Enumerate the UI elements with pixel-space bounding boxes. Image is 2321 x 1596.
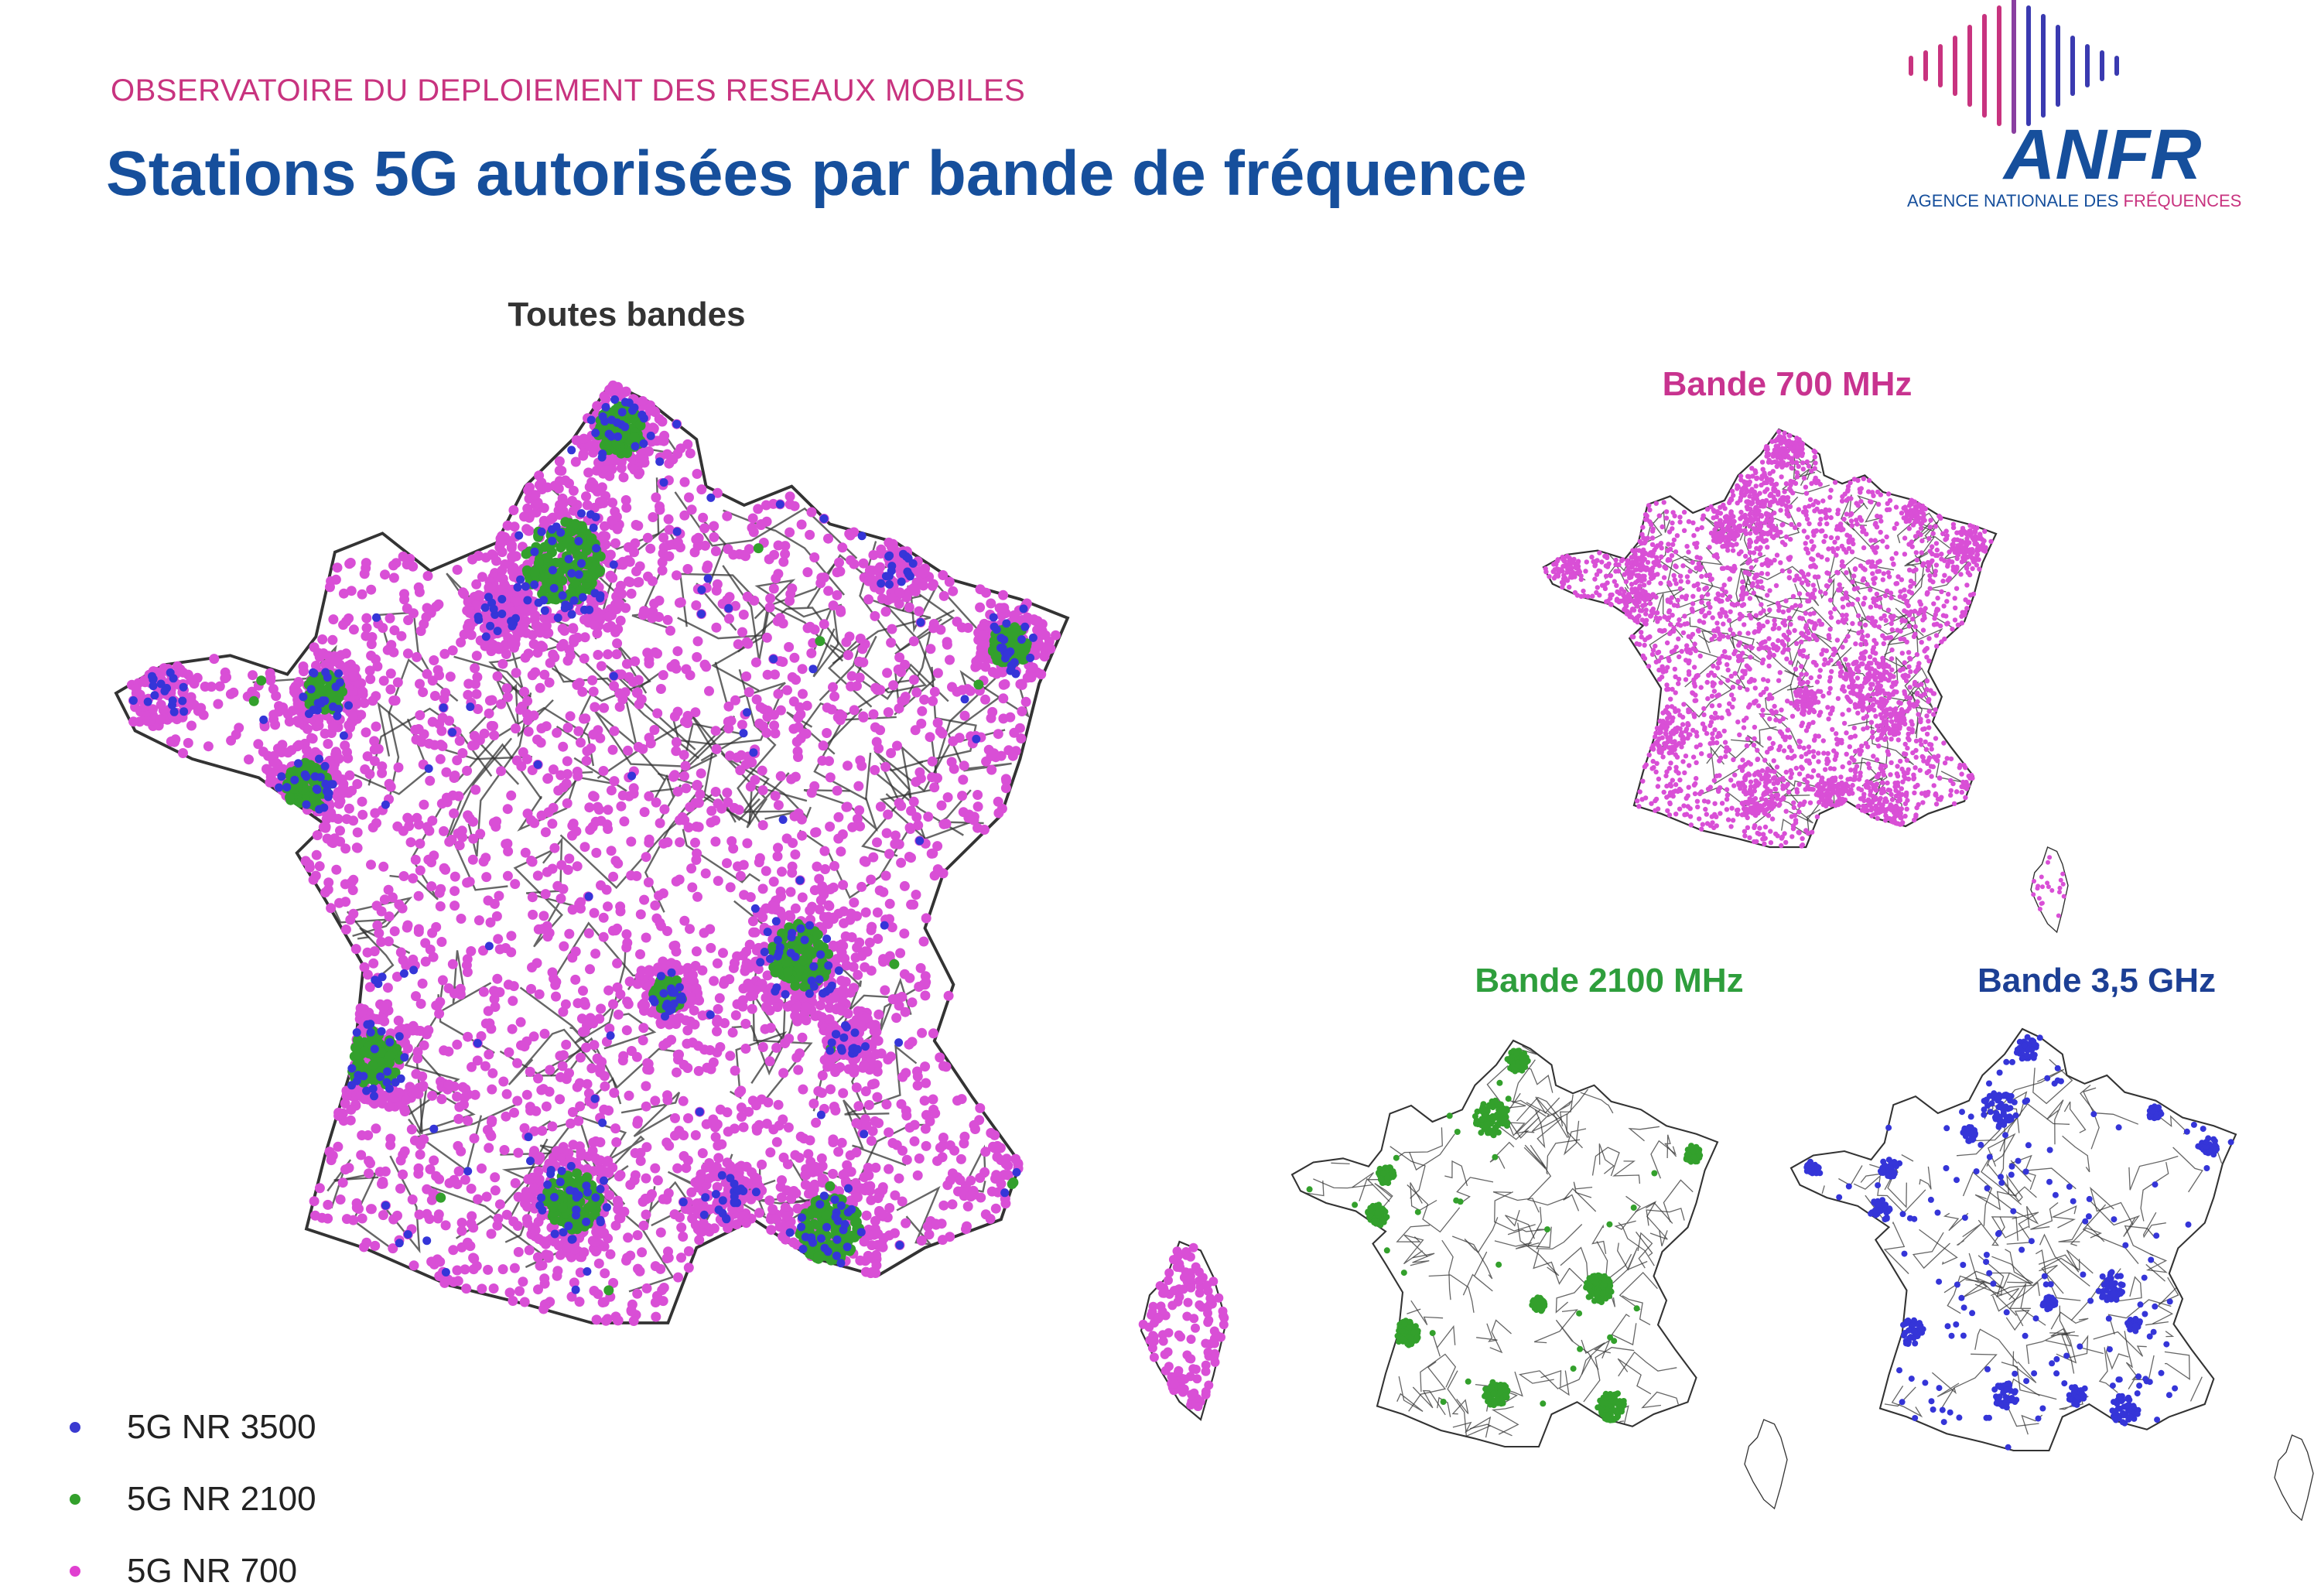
- map-all-bands-stations: [126, 380, 1061, 1326]
- page-title: Stations 5G autorisées par bande de fréq…: [106, 138, 1527, 209]
- map-all-bands: [114, 380, 1070, 1326]
- map-title-700: Bande 700 MHz: [1662, 365, 1913, 403]
- legend-label-3500: 5G NR 3500: [127, 1408, 316, 1446]
- map-title-all-bands: Toutes bandes: [508, 296, 746, 333]
- legend-dot-2100: [70, 1494, 80, 1505]
- legend-dot-700: [70, 1566, 80, 1577]
- corse-3500: [2274, 1434, 2314, 1522]
- map-3500-stations: [1803, 1034, 2234, 1451]
- map-2100-stations: [1306, 1047, 1704, 1423]
- legend-item-700: 5G NR 700: [70, 1548, 297, 1594]
- observatory-subtitle: OBSERVATOIRE DU DEPLOIEMENT DES RESEAUX …: [111, 73, 1026, 108]
- legend-label-700: 5G NR 700: [127, 1552, 298, 1590]
- corse-all-bands: [1138, 1240, 1229, 1421]
- map-title-3500: Bande 3,5 GHz: [1977, 962, 2217, 1000]
- map-3500: [1789, 1027, 2237, 1452]
- legend-item-2100: 5G NR 2100: [70, 1476, 316, 1523]
- legend-label-2100: 5G NR 2100: [127, 1480, 316, 1518]
- legend-item-3500: 5G NR 3500: [70, 1404, 316, 1451]
- anfr-logo-text: ANFR: [2004, 115, 2202, 194]
- corse-2100: [1744, 1419, 1788, 1510]
- legend-dot-3500: [70, 1422, 80, 1433]
- map-title-2100: Bande 2100 MHz: [1475, 962, 1744, 1000]
- anfr-logo-tagline: AGENCE NATIONALE DES FRÉQUENCES: [1907, 191, 2242, 210]
- corse-700: [2030, 846, 2069, 934]
- map-2100: [1290, 1039, 1719, 1448]
- map-700-stations: [1543, 429, 1994, 849]
- map-700: [1542, 428, 1998, 849]
